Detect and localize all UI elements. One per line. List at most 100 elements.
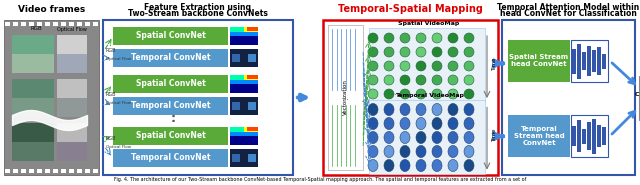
Text: Temporal
Stream head
ConvNet: Temporal Stream head ConvNet <box>514 126 564 146</box>
Bar <box>45 169 50 173</box>
Ellipse shape <box>384 145 394 158</box>
Text: :: : <box>170 112 175 125</box>
Bar <box>230 149 258 167</box>
Bar <box>230 127 258 132</box>
Bar <box>230 132 258 136</box>
Ellipse shape <box>416 132 426 144</box>
Circle shape <box>416 61 426 71</box>
Circle shape <box>464 33 474 43</box>
Ellipse shape <box>416 117 426 130</box>
Ellipse shape <box>464 159 474 171</box>
Bar <box>247 27 258 31</box>
Bar <box>248 102 256 110</box>
Bar <box>639 75 640 120</box>
Text: Class Score
Fusion: Class Score Fusion <box>635 92 640 103</box>
Bar <box>572 126 576 146</box>
Text: Spatial ConvNet: Spatial ConvNet <box>136 31 205 41</box>
Text: Temporal ConvNet: Temporal ConvNet <box>131 102 211 110</box>
Text: Spatial ConvNet: Spatial ConvNet <box>136 80 205 88</box>
Bar <box>113 97 228 115</box>
Ellipse shape <box>448 132 458 144</box>
Bar <box>12 35 54 54</box>
Ellipse shape <box>416 159 426 171</box>
Text: Temporal Attention Model within: Temporal Attention Model within <box>497 3 639 11</box>
Circle shape <box>384 47 394 57</box>
Circle shape <box>448 89 458 99</box>
Bar <box>93 169 98 173</box>
Bar <box>230 97 258 115</box>
Ellipse shape <box>368 159 378 171</box>
Ellipse shape <box>432 159 442 171</box>
Ellipse shape <box>432 103 442 116</box>
Bar <box>13 22 18 26</box>
Bar <box>37 22 42 26</box>
Bar <box>21 22 26 26</box>
Text: Fig. 4. The architecture of our Two-Stream backbone ConvNet-based Temporal-Spati: Fig. 4. The architecture of our Two-Stre… <box>114 177 526 182</box>
Text: Video frames: Video frames <box>19 4 86 14</box>
Circle shape <box>416 33 426 43</box>
Bar <box>57 35 87 73</box>
Circle shape <box>384 33 394 43</box>
Ellipse shape <box>448 145 458 158</box>
Ellipse shape <box>400 145 410 158</box>
Text: Optical Flow: Optical Flow <box>106 145 131 149</box>
Bar <box>4 20 99 175</box>
Circle shape <box>448 61 458 71</box>
Bar <box>247 127 258 131</box>
Ellipse shape <box>384 103 394 116</box>
Circle shape <box>416 75 426 85</box>
Text: Optical Flow: Optical Flow <box>57 26 87 31</box>
Text: Temporal ConvNet: Temporal ConvNet <box>131 154 211 162</box>
Bar <box>12 123 54 142</box>
Bar <box>571 115 608 157</box>
Ellipse shape <box>432 117 442 130</box>
Ellipse shape <box>368 145 378 158</box>
Circle shape <box>384 89 394 99</box>
Bar <box>230 27 258 31</box>
Bar <box>577 120 581 152</box>
Text: Spatial Stream
head ConvNet: Spatial Stream head ConvNet <box>509 55 568 68</box>
Bar <box>247 75 258 79</box>
Circle shape <box>368 47 378 57</box>
Text: head ConvNet for Classification: head ConvNet for Classification <box>500 9 637 18</box>
Bar <box>103 20 293 175</box>
Ellipse shape <box>464 103 474 116</box>
Bar <box>113 75 228 93</box>
Bar <box>328 25 363 170</box>
Bar <box>369 100 485 174</box>
Bar <box>12 35 54 73</box>
Bar <box>602 127 606 145</box>
Text: RGB: RGB <box>106 92 116 97</box>
Bar <box>248 54 256 62</box>
Circle shape <box>384 61 394 71</box>
Circle shape <box>416 89 426 99</box>
Bar <box>77 169 82 173</box>
Ellipse shape <box>464 145 474 158</box>
Circle shape <box>400 61 410 71</box>
Circle shape <box>368 75 378 85</box>
Bar <box>12 79 54 98</box>
Bar <box>57 123 87 161</box>
Bar <box>508 115 570 157</box>
Circle shape <box>448 47 458 57</box>
Bar <box>12 79 54 117</box>
Bar <box>602 53 606 68</box>
Bar <box>508 40 570 82</box>
Bar <box>230 75 258 93</box>
Ellipse shape <box>368 117 378 130</box>
Ellipse shape <box>416 103 426 116</box>
Bar <box>77 22 82 26</box>
Text: Spatial ConvNet: Spatial ConvNet <box>136 132 205 140</box>
Text: Temporal VideoMap: Temporal VideoMap <box>395 93 463 98</box>
Ellipse shape <box>448 117 458 130</box>
Bar <box>572 48 576 73</box>
Bar <box>113 127 228 145</box>
Bar <box>230 31 258 36</box>
Bar <box>5 169 10 173</box>
Ellipse shape <box>400 117 410 130</box>
Text: Temporal ConvNet: Temporal ConvNet <box>131 53 211 63</box>
Circle shape <box>400 75 410 85</box>
Bar <box>232 154 240 162</box>
Text: Time: Time <box>493 57 497 71</box>
Bar <box>230 27 258 45</box>
